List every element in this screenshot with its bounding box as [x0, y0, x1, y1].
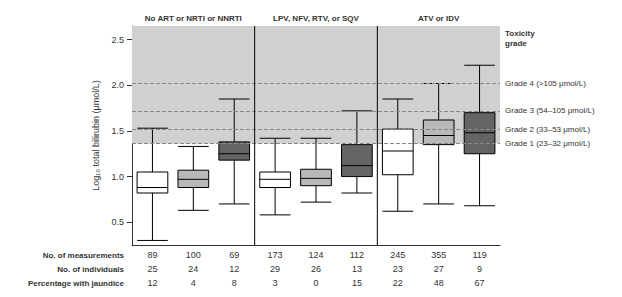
svg-text:ATV or IDV: ATV or IDV [418, 14, 460, 23]
svg-text:23: 23 [393, 264, 403, 274]
svg-text:29: 29 [270, 264, 280, 274]
svg-text:No ART or NRTI or NNRTI: No ART or NRTI or NNRTI [145, 14, 242, 23]
svg-text:9: 9 [477, 264, 482, 274]
svg-text:12: 12 [229, 264, 239, 274]
svg-text:27: 27 [434, 264, 444, 274]
svg-text:124: 124 [308, 250, 323, 260]
svg-text:LPV, NFV, RTV, or SQV: LPV, NFV, RTV, or SQV [273, 14, 359, 23]
svg-text:0.5: 0.5 [111, 217, 124, 227]
svg-text:No. of individuals: No. of individuals [57, 265, 124, 274]
svg-text:No. of measurements: No. of measurements [43, 251, 125, 260]
svg-text:24: 24 [188, 264, 198, 274]
svg-text:0: 0 [313, 278, 318, 288]
svg-text:Toxicity: Toxicity [505, 29, 535, 38]
svg-text:15: 15 [352, 278, 362, 288]
svg-text:22: 22 [393, 278, 403, 288]
svg-text:4: 4 [191, 278, 196, 288]
svg-text:Grade 1 (23–32 μmol/L): Grade 1 (23–32 μmol/L) [505, 139, 590, 148]
svg-text:grade: grade [505, 39, 527, 48]
svg-text:67: 67 [475, 278, 485, 288]
svg-text:Grade 3 (54–105 μmol/L): Grade 3 (54–105 μmol/L) [505, 106, 595, 115]
svg-text:26: 26 [311, 264, 321, 274]
svg-text:69: 69 [229, 250, 239, 260]
svg-text:2.5: 2.5 [111, 35, 124, 45]
svg-text:8: 8 [232, 278, 237, 288]
svg-text:3: 3 [273, 278, 278, 288]
svg-text:Log₁₀ total bilirubin (μmol/L): Log₁₀ total bilirubin (μmol/L) [91, 80, 101, 191]
svg-text:13: 13 [352, 264, 362, 274]
svg-text:100: 100 [186, 250, 201, 260]
svg-text:25: 25 [147, 264, 157, 274]
svg-text:119: 119 [472, 250, 486, 260]
svg-text:245: 245 [390, 250, 405, 260]
svg-text:1.5: 1.5 [111, 126, 124, 136]
svg-text:Grade 2 (33–53 μmol/L): Grade 2 (33–53 μmol/L) [505, 125, 590, 134]
svg-text:Percentage with jaundice: Percentage with jaundice [28, 279, 125, 288]
svg-text:112: 112 [350, 250, 364, 260]
svg-text:89: 89 [147, 250, 157, 260]
svg-text:2.0: 2.0 [111, 80, 124, 90]
svg-text:1.0: 1.0 [111, 172, 124, 182]
svg-text:12: 12 [147, 278, 157, 288]
svg-text:355: 355 [431, 250, 446, 260]
svg-text:173: 173 [268, 250, 283, 260]
svg-text:48: 48 [434, 278, 444, 288]
svg-text:Grade 4 (>105 μmol/L): Grade 4 (>105 μmol/L) [505, 79, 586, 88]
